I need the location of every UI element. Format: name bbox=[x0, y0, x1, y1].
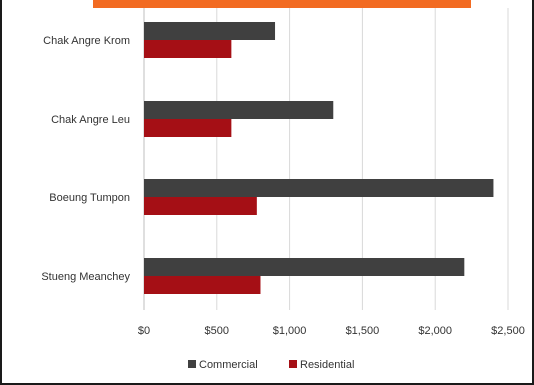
x-tick-label: $2,000 bbox=[418, 325, 452, 337]
x-tick-label: $1,000 bbox=[273, 325, 307, 337]
category-label: Stueng Meanchey bbox=[41, 271, 130, 283]
legend-label-residential: Residential bbox=[300, 359, 354, 371]
legend-swatch-commercial bbox=[188, 360, 196, 368]
x-tick-label: $1,500 bbox=[346, 325, 380, 337]
x-tick-label: $500 bbox=[205, 325, 229, 337]
accent-bar bbox=[93, 0, 471, 8]
bar-residential-chak-angre-leu bbox=[144, 119, 232, 137]
bar-residential-stueng-meanchey bbox=[144, 276, 261, 294]
x-tick-label: $2,500 bbox=[491, 325, 525, 337]
category-label: Chak Angre Krom bbox=[43, 35, 130, 47]
legend-swatch-residential bbox=[289, 360, 297, 368]
bars bbox=[144, 22, 494, 294]
bar-residential-chak-angre-krom bbox=[144, 40, 232, 58]
legend-label-commercial: Commercial bbox=[199, 359, 258, 371]
bar-commercial-stueng-meanchey bbox=[144, 258, 465, 276]
bar-residential-boeung-tumpon bbox=[144, 197, 257, 215]
category-label: Boeung Tumpon bbox=[49, 192, 130, 204]
category-label: Chak Angre Leu bbox=[51, 114, 130, 126]
bar-commercial-boeung-tumpon bbox=[144, 179, 494, 197]
x-tick-label: $0 bbox=[138, 325, 150, 337]
category-labels: Chak Angre Krom Chak Angre Leu Boeung Tump… bbox=[41, 35, 130, 283]
bar-commercial-chak-angre-krom bbox=[144, 22, 276, 40]
x-tick-labels: $0 $500 $1,000 $1,500 $2,000 $2,500 bbox=[138, 325, 525, 337]
bar-commercial-chak-angre-leu bbox=[144, 101, 334, 119]
legend: Commercial Residential bbox=[188, 359, 354, 371]
